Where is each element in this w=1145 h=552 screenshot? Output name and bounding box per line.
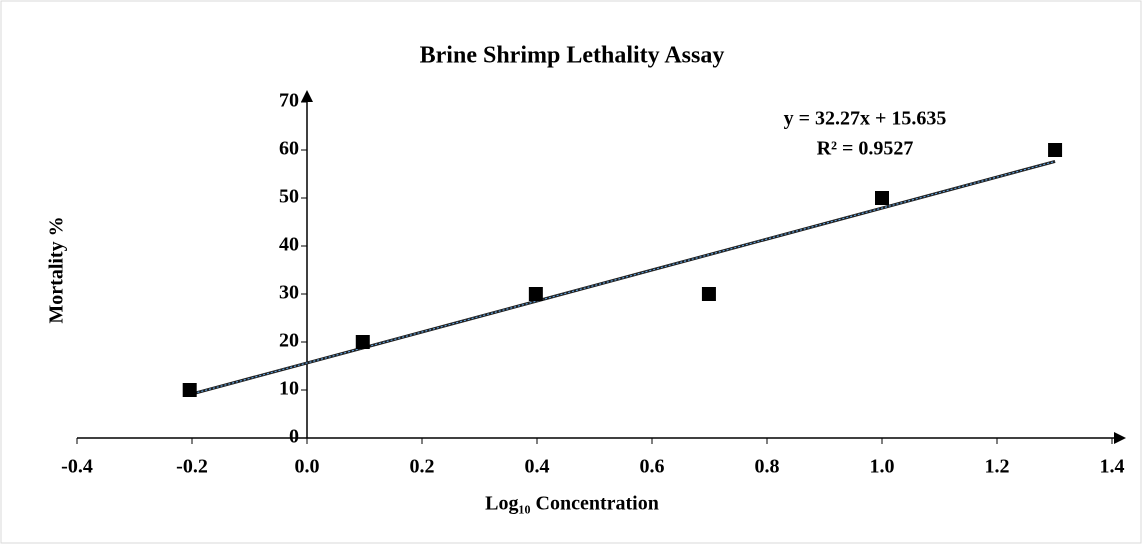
x-tick-label: 0.6 bbox=[640, 456, 665, 478]
y-tick-label: 20 bbox=[279, 330, 299, 352]
y-tick-label: 60 bbox=[279, 138, 299, 160]
x-tick-label: 0.8 bbox=[755, 456, 780, 478]
x-axis-arrow bbox=[1114, 432, 1126, 444]
x-tick-label: 1.0 bbox=[870, 456, 895, 478]
data-point bbox=[701, 287, 716, 301]
y-axis-title: Mortality % bbox=[46, 216, 68, 323]
y-tick-label: 30 bbox=[279, 282, 299, 304]
y-axis-arrow bbox=[301, 90, 313, 102]
y-tick-label: 0 bbox=[289, 426, 299, 448]
x-tick-label: -0.2 bbox=[176, 456, 208, 478]
x-tick-label: -0.4 bbox=[61, 456, 93, 478]
trendline-equation: y = 32.27x + 15.635 bbox=[784, 108, 947, 130]
y-tick-label: 50 bbox=[279, 186, 299, 208]
x-axis-title: Log₁₀ Concentration bbox=[485, 493, 659, 515]
trendline-overlay bbox=[189, 160, 1056, 396]
data-point bbox=[875, 191, 889, 205]
x-tick-label: 1.2 bbox=[985, 456, 1010, 478]
data-point bbox=[182, 383, 197, 397]
chart-title: Brine Shrimp Lethality Assay bbox=[420, 43, 725, 69]
x-tick-label: 1.4 bbox=[1100, 456, 1125, 478]
trendline-r-squared: R² = 0.9527 bbox=[817, 138, 914, 160]
x-tick-label: 0.0 bbox=[295, 456, 320, 478]
y-tick-label: 40 bbox=[279, 234, 299, 256]
data-point bbox=[528, 287, 543, 301]
data-point bbox=[1048, 143, 1063, 157]
y-tick-label: 70 bbox=[279, 90, 299, 112]
y-tick-label: 10 bbox=[279, 378, 299, 400]
x-tick-label: 0.2 bbox=[410, 456, 435, 478]
data-point bbox=[355, 335, 370, 349]
x-tick-label: 0.4 bbox=[525, 456, 550, 478]
